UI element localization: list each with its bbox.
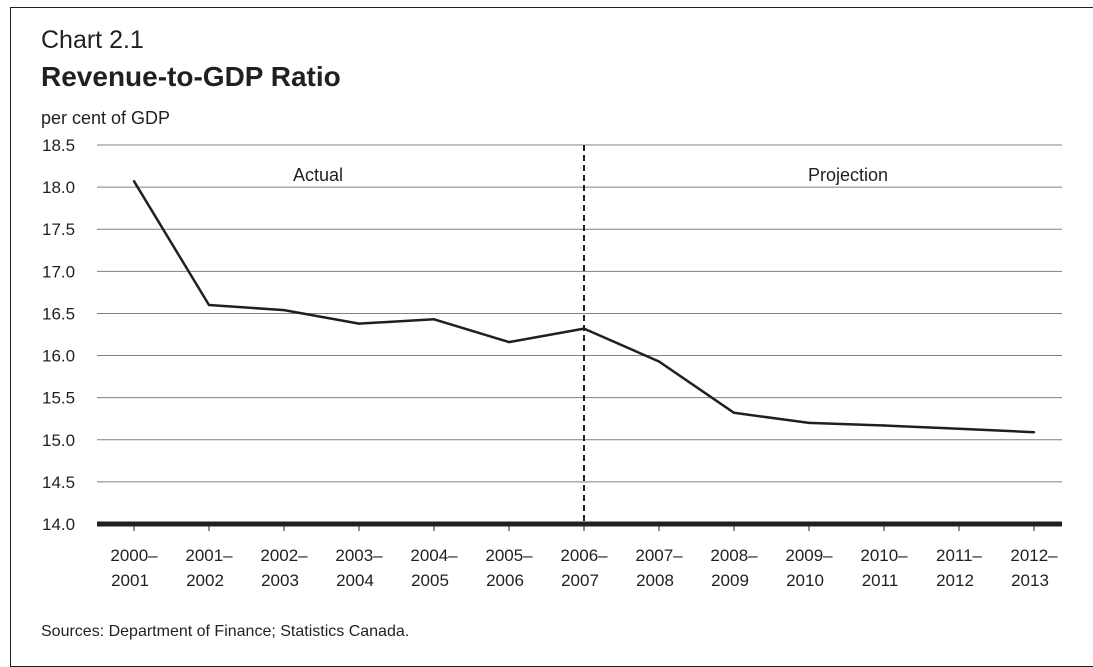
y-tick-label: 17.0 xyxy=(42,262,75,281)
x-tick-label: 2009– xyxy=(785,546,833,565)
x-tick-label: 2006– xyxy=(560,546,608,565)
x-tick-label: 2007 xyxy=(561,571,599,590)
x-tick-label: 2012– xyxy=(1010,546,1058,565)
data-point xyxy=(282,308,286,312)
y-tick-label: 18.0 xyxy=(42,178,75,197)
data-point xyxy=(657,360,661,363)
chart-title: Revenue-to-GDP Ratio xyxy=(41,61,341,92)
data-point xyxy=(582,327,586,330)
y-tick-label: 15.5 xyxy=(42,389,75,408)
x-tick-label: 2001– xyxy=(185,546,233,565)
x-tick-label: 2005– xyxy=(485,546,533,565)
y-tick-label: 16.5 xyxy=(42,304,75,323)
data-point xyxy=(732,411,736,414)
y-tick-label: 14.5 xyxy=(42,473,75,492)
chart-number: Chart 2.1 xyxy=(41,26,144,54)
y-tick-label: 16.0 xyxy=(42,347,75,366)
x-tick-label: 2003 xyxy=(261,571,299,590)
y-tick-label: 17.5 xyxy=(42,220,75,239)
x-tick-label: 2010– xyxy=(860,546,908,565)
x-axis-ticks: 2000– 2001 2001– 2002 2002– 2003 2003– 2004 2004… xyxy=(110,524,1058,590)
x-tick-label: 2002– xyxy=(260,546,308,565)
x-tick-label: 2005 xyxy=(411,571,449,590)
x-tick-label: 2006 xyxy=(486,571,524,590)
x-tick-label: 2002 xyxy=(186,571,224,590)
data-point xyxy=(207,303,211,307)
y-axis-ticks: 14.0 14.5 15.0 15.5 16.0 16.5 17.0 17.5 18.0 18.5 xyxy=(42,136,75,534)
data-point xyxy=(132,180,136,183)
x-tick-label: 2001 xyxy=(111,571,149,590)
y-tick-label: 14.0 xyxy=(42,515,75,534)
x-tick-label: 2013 xyxy=(1011,571,1049,590)
x-tick-label: 2012 xyxy=(936,571,974,590)
x-tick-label: 2009 xyxy=(711,571,749,590)
data-point xyxy=(507,340,511,344)
source-note: Sources: Department of Finance; Statisti… xyxy=(41,623,410,640)
x-tick-label: 2004 xyxy=(336,571,374,590)
data-point xyxy=(807,421,811,425)
y-tick-label: 15.0 xyxy=(42,431,75,450)
x-tick-label: 2011 xyxy=(862,571,899,590)
y-tick-label: 18.5 xyxy=(42,136,75,155)
y-axis-label: per cent of GDP xyxy=(41,108,171,128)
x-tick-label: 2010 xyxy=(786,571,824,590)
x-tick-label: 2007– xyxy=(635,546,683,565)
x-tick-label: 2008– xyxy=(710,546,758,565)
data-point xyxy=(1032,431,1036,434)
line-chart: 14.0 14.5 15.0 15.5 16.0 16.5 17.0 17.5 18.0 18.5… xyxy=(42,136,1062,590)
data-point xyxy=(432,318,436,321)
data-series xyxy=(132,180,1036,434)
data-point xyxy=(882,424,886,427)
grid-lines xyxy=(97,144,1062,527)
x-tick-label: 2004– xyxy=(410,546,458,565)
data-point xyxy=(357,322,361,325)
x-tick-label: 2003– xyxy=(335,546,383,565)
region-annotations: Actual Projection xyxy=(293,165,888,185)
annotation-projection: Projection xyxy=(808,165,888,185)
x-tick-label: 2008 xyxy=(636,571,674,590)
data-point xyxy=(957,427,961,430)
x-tick-label: 2011– xyxy=(936,546,983,565)
x-tick-label: 2000– xyxy=(110,546,158,565)
annotation-actual: Actual xyxy=(293,165,343,185)
